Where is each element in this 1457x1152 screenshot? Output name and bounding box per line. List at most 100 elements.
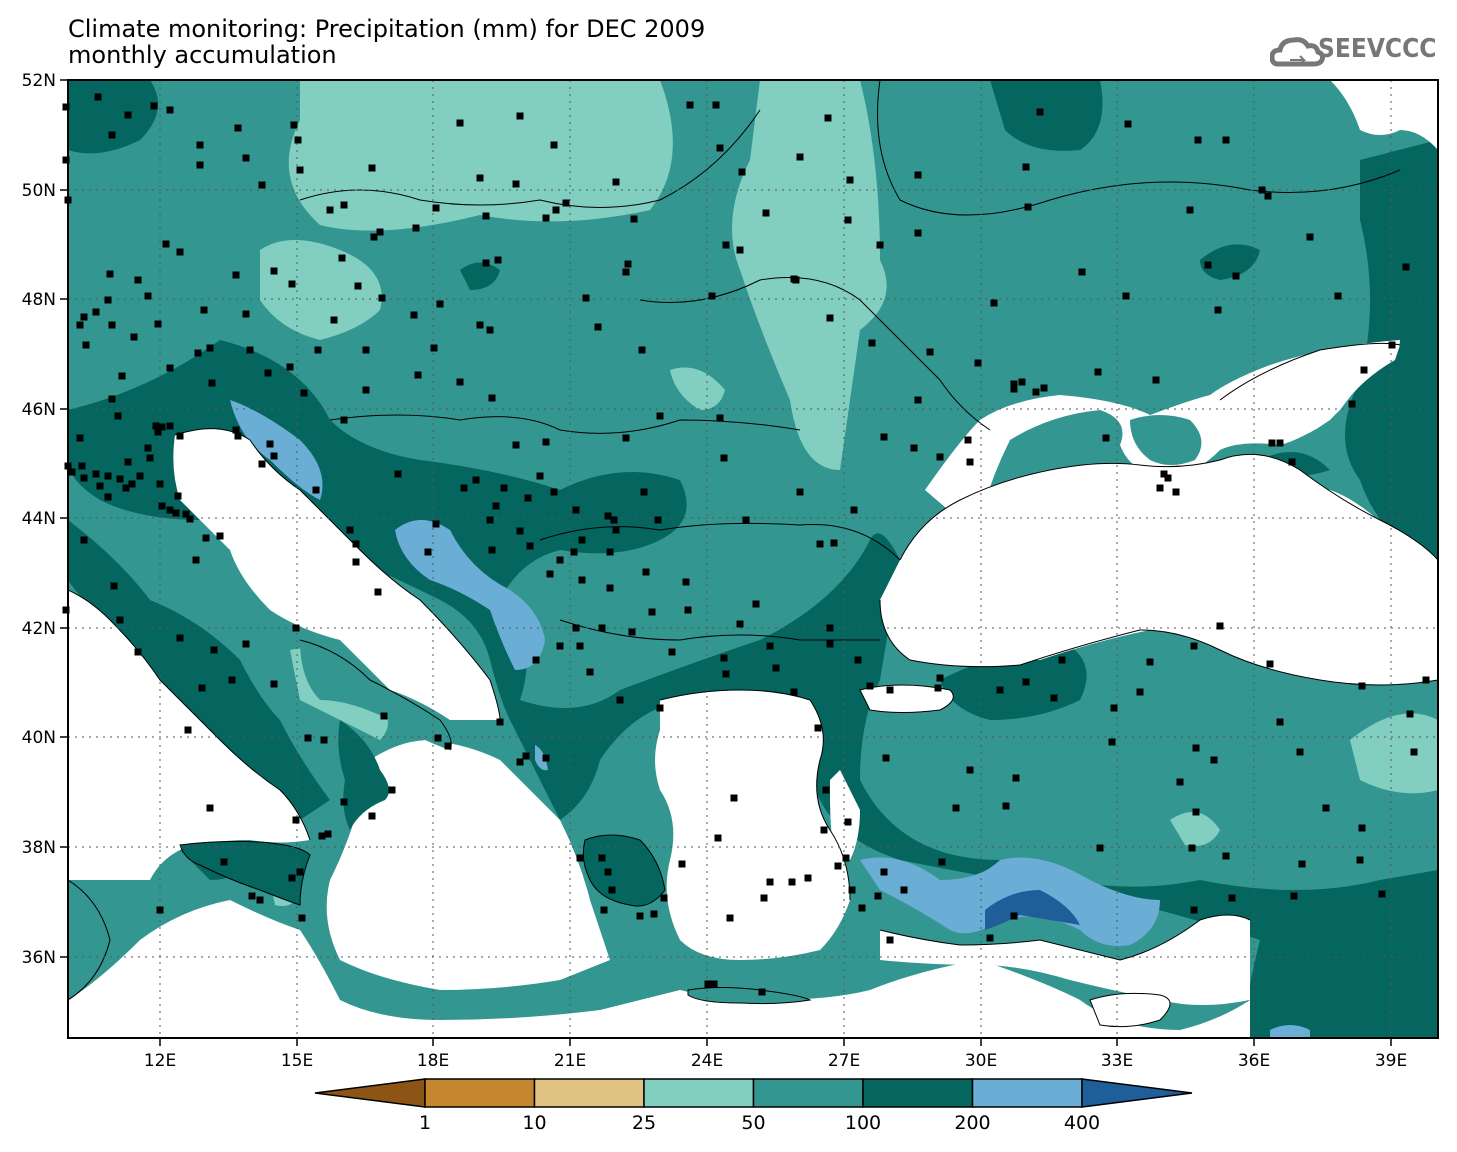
- station-marker: [936, 674, 944, 682]
- station-marker: [292, 816, 300, 824]
- station-marker: [1012, 774, 1020, 782]
- station-marker: [424, 548, 432, 556]
- station-marker: [80, 313, 88, 321]
- station-marker: [1192, 744, 1200, 752]
- station-marker: [1356, 856, 1364, 864]
- station-marker: [598, 624, 606, 632]
- station-marker: [938, 858, 946, 866]
- station-marker: [116, 616, 124, 624]
- station-marker: [524, 494, 532, 502]
- lon-label-36e: 36E: [1238, 1051, 1270, 1071]
- station-marker: [1378, 890, 1386, 898]
- station-marker: [616, 696, 624, 704]
- station-marker: [830, 539, 838, 547]
- station-marker: [966, 458, 974, 466]
- station-marker: [76, 321, 84, 329]
- station-marker: [184, 726, 192, 734]
- station-marker: [460, 484, 468, 492]
- station-marker: [516, 112, 524, 120]
- station-marker: [648, 608, 656, 616]
- station-marker: [1010, 385, 1018, 393]
- station-marker: [110, 582, 118, 590]
- station-marker: [622, 268, 630, 276]
- station-marker: [130, 333, 138, 341]
- station-marker: [144, 444, 152, 452]
- colorbar: [314, 1078, 1193, 1108]
- station-marker: [338, 254, 346, 262]
- station-marker: [134, 648, 142, 656]
- station-marker: [1422, 676, 1430, 684]
- station-marker: [412, 224, 420, 232]
- station-marker: [410, 311, 418, 319]
- station-marker: [578, 536, 586, 544]
- lon-label-12e: 12E: [144, 1051, 176, 1071]
- station-marker: [318, 832, 326, 840]
- station-marker: [826, 624, 834, 632]
- station-marker: [456, 378, 464, 386]
- station-marker: [1216, 622, 1224, 630]
- station-marker: [1210, 756, 1218, 764]
- station-marker: [80, 536, 88, 544]
- station-marker: [476, 321, 484, 329]
- station-marker: [482, 212, 490, 220]
- station-marker: [686, 101, 694, 109]
- station-marker: [228, 676, 236, 684]
- station-marker: [816, 540, 824, 548]
- station-marker: [570, 548, 578, 556]
- station-marker: [108, 395, 116, 403]
- station-marker: [488, 394, 496, 402]
- station-marker: [436, 300, 444, 308]
- station-marker: [80, 474, 88, 482]
- station-marker: [766, 642, 774, 650]
- station-marker: [1050, 694, 1058, 702]
- station-marker: [1360, 366, 1368, 374]
- station-marker: [1194, 136, 1202, 144]
- station-marker: [158, 502, 166, 510]
- station-marker: [1264, 192, 1272, 200]
- station-marker: [166, 106, 174, 114]
- station-marker: [270, 267, 278, 275]
- station-marker: [742, 516, 750, 524]
- station-marker: [378, 294, 386, 302]
- station-marker: [92, 470, 100, 478]
- station-marker: [104, 493, 112, 501]
- station-marker: [158, 423, 166, 431]
- station-marker: [1096, 844, 1104, 852]
- station-marker: [1228, 894, 1236, 902]
- station-marker: [1214, 306, 1222, 314]
- station-marker: [964, 436, 972, 444]
- station-marker: [990, 299, 998, 307]
- station-marker: [294, 136, 302, 144]
- station-marker: [536, 472, 544, 480]
- station-marker: [106, 270, 114, 278]
- station-marker: [1190, 906, 1198, 914]
- station-marker: [104, 296, 112, 304]
- station-marker: [1266, 660, 1274, 668]
- lon-label-39e: 39E: [1375, 1051, 1407, 1071]
- colorbar-box-2: [533, 1078, 645, 1108]
- station-marker: [118, 372, 126, 380]
- station-marker: [1322, 804, 1330, 812]
- station-marker: [210, 646, 218, 654]
- station-marker: [934, 684, 942, 692]
- station-marker: [128, 480, 136, 488]
- station-marker: [266, 440, 274, 448]
- station-marker: [216, 532, 224, 540]
- station-marker: [606, 584, 614, 592]
- station-marker: [246, 346, 254, 354]
- station-marker: [730, 794, 738, 802]
- logo-text: SEEVCCC: [1318, 34, 1437, 64]
- station-marker: [606, 548, 614, 556]
- station-marker: [62, 606, 70, 614]
- lon-label-33e: 33E: [1101, 1051, 1133, 1071]
- lon-label-18e: 18E: [417, 1051, 449, 1071]
- station-marker: [362, 386, 370, 394]
- lat-label-40n: 40N: [22, 728, 56, 748]
- station-marker: [346, 526, 354, 534]
- station-marker: [296, 868, 304, 876]
- station-marker: [388, 786, 396, 794]
- station-marker: [824, 114, 832, 122]
- station-marker: [844, 216, 852, 224]
- station-marker: [758, 988, 766, 996]
- station-marker: [472, 476, 480, 484]
